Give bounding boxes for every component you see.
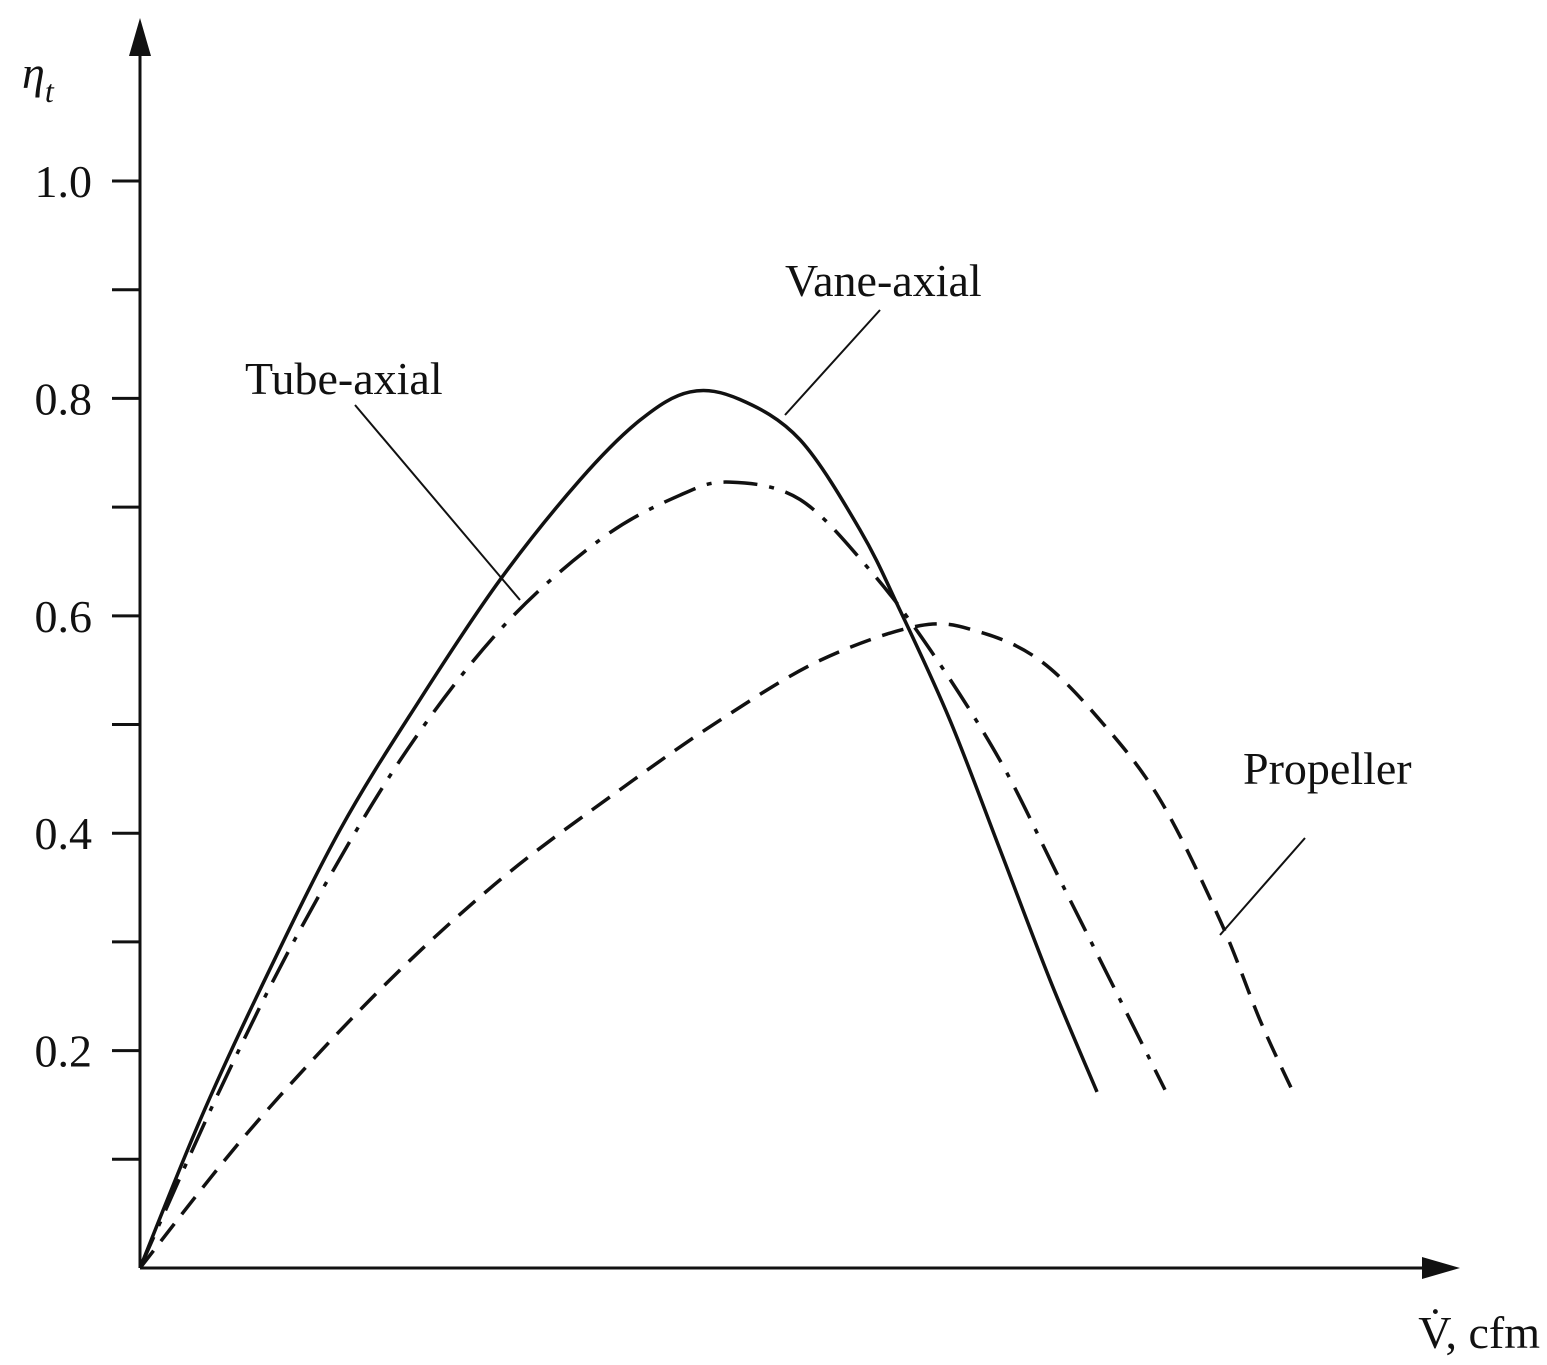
y-axis-symbol: η xyxy=(22,47,45,98)
y-tick-label: 0.2 xyxy=(35,1026,93,1077)
leader-line xyxy=(784,309,881,416)
series-label: Propeller xyxy=(1243,743,1412,794)
series-label: Vane-axial xyxy=(785,255,982,306)
leader-line xyxy=(1219,837,1306,936)
x-axis-label: V̇, cfm xyxy=(1418,1307,1540,1358)
y-tick-label: 0.8 xyxy=(35,373,93,424)
y-axis-label: ηt xyxy=(22,47,55,109)
x-axis-arrow xyxy=(1422,1257,1460,1279)
y-tick-label: 0.4 xyxy=(35,808,93,859)
y-tick-label: 1.0 xyxy=(35,156,93,207)
series-line xyxy=(138,622,1294,1270)
y-tick-label: 0.6 xyxy=(35,591,93,642)
y-axis-subscript: t xyxy=(45,73,55,109)
series-line xyxy=(138,388,1099,1269)
series-label: Tube-axial xyxy=(245,353,443,404)
y-axis-arrow xyxy=(129,18,151,56)
series-line xyxy=(138,480,1167,1269)
leader-line xyxy=(354,404,521,601)
